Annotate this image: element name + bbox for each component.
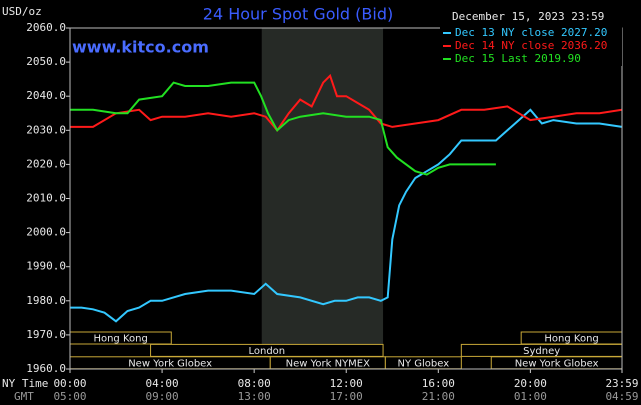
series-line	[70, 108, 623, 323]
session-label: Hong Kong	[93, 334, 147, 345]
timestamp: December 15, 2023 23:59	[452, 10, 604, 23]
x-row-label: NY Time	[2, 377, 48, 390]
watermark: www.kitco.com	[72, 38, 209, 57]
y-tick-label: 2030.0	[26, 123, 66, 136]
x-tick-label: 20:00	[514, 377, 547, 390]
y-tick-label: 2040.0	[26, 89, 66, 102]
x-tick-label: 08:00	[238, 377, 271, 390]
session-label: New York NYMEX	[286, 358, 371, 369]
legend-label: Dec 15 Last 2019.90	[455, 52, 581, 65]
x2-tick-label: 01:00	[514, 390, 547, 403]
y-tick-label: 2010.0	[26, 192, 66, 205]
session-label: Hong Kong	[544, 334, 598, 345]
series-line	[70, 73, 623, 132]
x2-tick-label: 09:00	[146, 390, 179, 403]
x-tick-label: 12:00	[330, 377, 363, 390]
y-tick-label: 1960.0	[26, 362, 66, 375]
x2-row-label: GMT	[14, 390, 34, 403]
x-tick-label: 23:59	[605, 377, 638, 390]
x2-tick-label: 21:00	[422, 390, 455, 403]
x2-tick-label: 17:00	[330, 390, 363, 403]
session-label: New York Globex	[128, 358, 212, 369]
x2-tick-label: 05:00	[53, 390, 86, 403]
y-tick-label: 2000.0	[26, 226, 66, 239]
legend-label: Dec 14 NY close 2036.20	[455, 39, 607, 52]
y-tick-label: 1990.0	[26, 260, 66, 273]
legend-box	[440, 26, 622, 66]
x-tick-label: 00:00	[53, 377, 86, 390]
session-label: New York Globex	[515, 358, 599, 369]
x2-tick-label: 13:00	[238, 390, 271, 403]
session-label: London	[248, 346, 285, 357]
shade-region	[261, 28, 384, 369]
x-tick-label: 16:00	[422, 377, 455, 390]
chart-title: 24 Hour Spot Gold (Bid)	[203, 5, 393, 24]
y-tick-label: 2060.0	[26, 21, 66, 34]
y-tick-label: 1970.0	[26, 328, 66, 341]
x-tick-label: 04:00	[146, 377, 179, 390]
x2-tick-label: 04:59	[605, 390, 638, 403]
session-label: NY Globex	[398, 358, 450, 369]
plot-frame	[69, 27, 623, 370]
y-tick-label: 2050.0	[26, 55, 66, 68]
legend-label: Dec 13 NY close 2027.20	[455, 26, 607, 39]
series-line	[70, 81, 496, 176]
session-label: Sydney	[523, 346, 560, 357]
y-tick-label: 1980.0	[26, 294, 66, 307]
y-tick-label: 2020.0	[26, 157, 66, 170]
y-unit: USD/oz	[2, 5, 42, 18]
